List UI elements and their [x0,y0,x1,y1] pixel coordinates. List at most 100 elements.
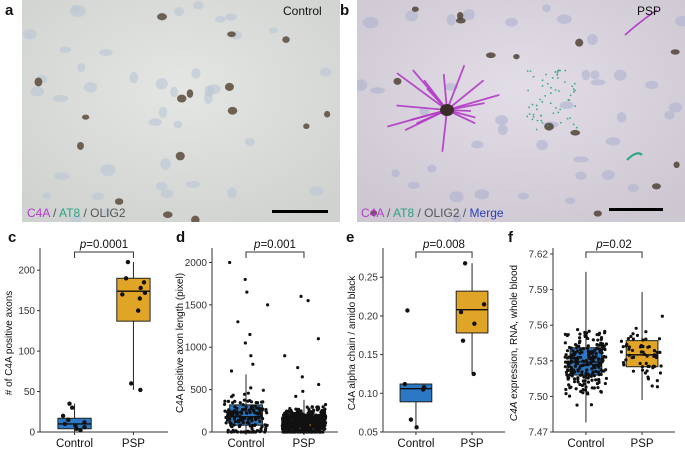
data-point [631,369,636,373]
data-point [247,408,251,412]
data-point [402,381,408,387]
data-point [421,384,427,390]
data-point [594,363,598,367]
data-point [240,408,245,412]
data-point [580,350,584,354]
data-point [248,424,252,428]
olig2-nucleus [157,13,167,21]
data-point [564,392,568,396]
at8-dot [556,71,559,74]
at8-dot [539,98,542,101]
nucleus-blue [664,110,675,120]
data-point [597,373,601,377]
at8-dot [541,79,544,82]
condition-label-control: Control [283,4,322,18]
data-point [304,430,309,434]
olig2-nucleus [513,53,520,60]
data-point [295,411,299,415]
data-point [589,403,594,407]
data-point [586,344,590,348]
data-point [281,430,285,434]
data-point [307,413,311,417]
nucleus-blue [556,14,572,24]
data-point [228,420,232,425]
data-point [306,424,310,429]
data-point [70,405,75,410]
astrocyte-nucleus [440,104,454,116]
panel-label-c: c [8,229,16,246]
data-point [223,399,227,403]
data-point [256,416,260,420]
at8-dot [558,90,560,92]
data-point [574,387,578,391]
stain-legend-a: C4A / AT8 / OLIG2 [27,206,126,220]
data-point [300,375,304,379]
box-control [399,383,433,403]
y-tick-label: 150 [18,306,35,317]
data-point [567,376,571,380]
y-tick-label: 100 [18,347,35,358]
data-point [567,383,571,387]
data-point [295,430,300,434]
y-tick-label: 50 [24,387,36,398]
nucleus-blue [590,79,606,86]
data-point [603,381,607,386]
data-point [264,423,268,427]
data-point [597,378,601,382]
y-tick-label: 7.62 [529,250,549,261]
nucleus-blue [616,112,627,123]
data-point [590,372,594,376]
data-point [289,430,293,434]
data-point [579,364,583,368]
significance-bracket [74,251,134,258]
data-point [571,371,575,375]
nucleus-blue [185,180,201,188]
data-point [250,426,254,431]
y-tick-label: 1000 [185,343,208,354]
data-point [241,403,245,407]
box-psp [116,277,151,322]
data-point [569,385,573,389]
nucleus-blue [601,169,615,181]
at8-dot [556,77,559,79]
data-point [597,380,601,385]
data-point [569,356,574,360]
data-point [590,378,594,382]
data-point [323,416,328,420]
data-point [587,329,591,333]
data-point [640,368,645,372]
nucleus-blue [463,9,475,21]
c4a-process [446,79,485,111]
at8-dot [545,73,547,76]
data-point [230,395,234,399]
data-point [577,344,581,348]
data-point [572,350,576,355]
data-point [317,382,321,387]
data-point [315,425,319,429]
at8-dot [567,98,570,101]
at8-dot [529,70,532,73]
data-point [284,409,289,413]
data-point [602,331,607,335]
x-tick-label: PSP [292,438,315,450]
data-point [591,338,595,342]
at8-dot [535,128,538,131]
nucleus-blue [42,192,51,199]
nucleus-blue [169,86,179,98]
data-point [575,349,580,353]
data-point [589,362,593,366]
nucleus-blue [203,91,213,104]
nucleus-blue [173,120,183,129]
data-point [289,411,293,415]
data-point [244,411,249,415]
data-point [414,425,419,430]
data-point [629,334,633,339]
data-point [305,416,309,420]
data-point [591,350,595,355]
data-point [289,420,293,425]
olig2-nucleus [303,123,310,130]
data-point [584,371,588,375]
nucleus-blue [517,192,530,200]
data-point [597,347,601,351]
scale-bar-a [272,210,328,213]
